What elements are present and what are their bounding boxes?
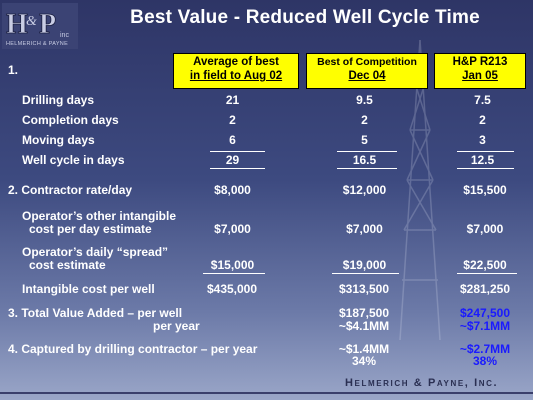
cell-moving-average: 6	[229, 133, 236, 147]
cell-spread-average: $15,000	[210, 258, 255, 272]
cell-total-value-competition-year: ~$4.1MM	[338, 319, 390, 333]
row-label-moving-days: Moving days	[22, 133, 95, 147]
column-header-line2: Dec 04	[348, 70, 386, 82]
cell-total-value-competition-well: $187,500	[338, 306, 390, 320]
divider	[457, 168, 514, 169]
row-label-intangible-day-1: Operator’s other intangible	[22, 209, 177, 223]
divider	[203, 273, 265, 274]
cell-spread-hp: $22,500	[463, 258, 507, 272]
row-label-spread-1: Operator’s daily “spread”	[22, 245, 169, 259]
svg-text:&: &	[26, 14, 37, 29]
cell-cycle-average: 29	[225, 153, 240, 167]
cell-moving-hp: 3	[479, 133, 486, 147]
svg-text:HELMERICH & PAYNE: HELMERICH & PAYNE	[6, 41, 68, 47]
divider	[332, 273, 399, 274]
cell-rate-average: $8,000	[214, 183, 251, 197]
cell-rate-hp: $15,500	[463, 183, 507, 197]
column-header-line2: Jan 05	[462, 70, 498, 82]
cell-intangible-well-hp: $281,250	[459, 282, 511, 296]
cell-intangible-day-hp: $7,000	[466, 222, 504, 236]
row-label-total-value-2: per year	[153, 319, 200, 333]
row-label-well-cycle: Well cycle in days	[22, 153, 125, 167]
divider	[457, 273, 517, 274]
row-label-intangible-day-2: cost per day estimate	[29, 222, 152, 236]
cell-spread-competition: $19,000	[342, 258, 387, 272]
divider	[337, 168, 397, 169]
svg-text:P: P	[39, 9, 56, 40]
footer-rule	[0, 392, 533, 394]
cell-completion-competition: 2	[361, 113, 368, 127]
page-title: Best Value - Reduced Well Cycle Time	[130, 7, 480, 28]
cell-cycle-hp: 12.5	[470, 153, 495, 167]
cell-total-value-hp-year: ~$7.1MM	[459, 319, 511, 333]
footer-company-name: Helmerich & Payne, Inc.	[345, 377, 499, 389]
cell-total-value-hp-well: $247,500	[459, 306, 511, 320]
cell-cycle-competition: 16.5	[352, 153, 377, 167]
cell-intangible-well-competition: $313,500	[338, 282, 390, 296]
cell-completion-average: 2	[229, 113, 236, 127]
cell-captured-competition-percent: 34%	[351, 354, 377, 368]
row-label-drilling-days: Drilling days	[22, 93, 95, 107]
cell-intangible-well-average: $435,000	[206, 282, 258, 296]
row-label-spread-2: cost estimate	[29, 258, 106, 272]
divider	[210, 151, 265, 152]
column-header-line1: Best of Competition	[317, 56, 417, 68]
cell-drilling-average: 21	[225, 93, 240, 107]
divider	[210, 168, 265, 169]
column-header-competition: Best of Competition Dec 04	[306, 53, 428, 89]
row-label-completion-days: Completion days	[22, 113, 119, 127]
column-header-line1: H&P R213	[452, 56, 508, 68]
divider	[337, 151, 397, 152]
row-label-total-value-1: 3. Total Value Added – per well	[8, 306, 183, 320]
divider	[457, 151, 514, 152]
cell-intangible-day-competition: $7,000	[346, 222, 383, 236]
cell-intangible-day-average: $7,000	[214, 222, 251, 236]
cell-drilling-competition: 9.5	[356, 93, 373, 107]
cell-rate-competition: $12,000	[342, 183, 387, 197]
row-label-captured: 4. Captured by drilling contractor – per…	[8, 342, 258, 356]
row-label-contractor-rate: 2. Contractor rate/day	[8, 183, 133, 197]
cell-captured-competition-amount: ~$1.4MM	[338, 342, 390, 356]
svg-text:H: H	[6, 9, 28, 40]
cell-moving-competition: 5	[361, 133, 368, 147]
column-header-hp-r213: H&P R213 Jan 05	[434, 53, 526, 89]
column-header-average: Average of best in field to Aug 02	[173, 53, 299, 89]
column-header-line1: Average of best	[193, 56, 279, 68]
cell-completion-hp: 2	[479, 113, 486, 127]
cell-captured-hp-percent: 38%	[472, 354, 498, 368]
drilling-rig-watermark	[399, 40, 441, 340]
row-label-intangible-well: Intangible cost per well	[22, 282, 155, 296]
cell-captured-hp-amount: ~$2.7MM	[459, 342, 511, 356]
cell-drilling-hp: 7.5	[474, 93, 491, 107]
svg-text:inc: inc	[60, 32, 69, 39]
section-1-number: 1.	[8, 63, 19, 77]
column-header-line2: in field to Aug 02	[189, 70, 283, 82]
company-logo: H & P inc HELMERICH & PAYNE	[2, 3, 78, 49]
